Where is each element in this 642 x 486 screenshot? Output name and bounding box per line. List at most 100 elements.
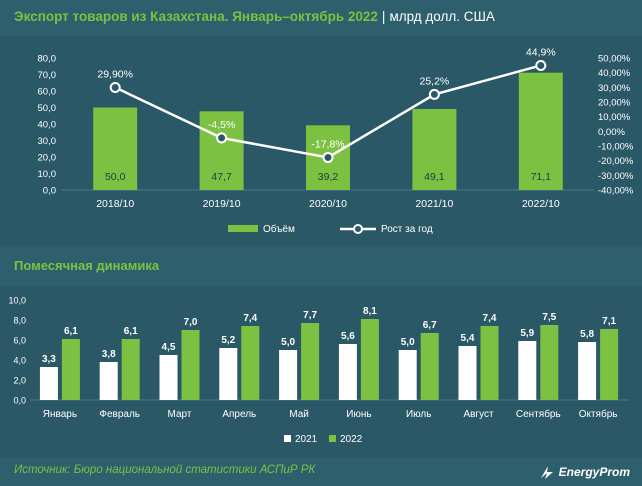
x-tick-label: 2021/10 [415, 198, 453, 210]
y2-tick-label: -20,00% [598, 156, 634, 167]
x-tick-label: Август [463, 409, 494, 420]
y-tick-label: 40,0 [38, 120, 57, 131]
y-tick-label: 2,0 [13, 376, 26, 386]
y2-tick-label: -40,00% [598, 186, 634, 197]
y-tick-label: 50,0 [38, 103, 57, 114]
growth-point [216, 132, 228, 144]
legend-label-2022: 2022 [340, 434, 363, 445]
x-tick-label: Сентябрь [516, 408, 561, 420]
y2-tick-label: 50,00% [598, 54, 631, 65]
data-label-2022: 7,5 [542, 312, 556, 323]
bar-2022 [181, 330, 200, 400]
x-tick-label: Июнь [346, 409, 371, 420]
bar-2021 [39, 367, 58, 400]
growth-point [322, 151, 334, 163]
data-label-2021: 5,0 [281, 337, 295, 348]
legend-swatch-2021 [284, 435, 291, 442]
x-tick-label: Февраль [99, 409, 140, 420]
y-tick-label: 60,0 [38, 87, 57, 98]
y-tick-label: 70,0 [38, 70, 57, 81]
bar-2022 [241, 326, 260, 400]
volume-data-label: 39,2 [318, 171, 339, 183]
data-label-2022: 7,7 [303, 310, 317, 321]
y2-tick-label: 0,00% [598, 127, 625, 138]
volume-bar [412, 108, 457, 190]
annual-chart-panel: 0,0 10,0 20,0 30,0 40,0 50,0 60,0 70,0 80,0 -40,0… [0, 36, 642, 246]
monthly-chart-panel: 0,0 2,0 4,0 6,0 8,0 10,0 3,3 6,1 Январь 3,8 6,1 Фев… [0, 286, 642, 458]
volume-data-label: 47,7 [211, 171, 232, 183]
bar-2021 [219, 348, 238, 400]
y-tick-label: 0,0 [43, 186, 56, 197]
x-tick-label: 2020/10 [309, 198, 347, 210]
legend-swatch-volume [228, 225, 258, 232]
y-tick-label: 0,0 [13, 396, 26, 406]
data-label-2021: 5,4 [461, 333, 475, 344]
volume-data-label: 71,1 [531, 171, 552, 183]
x-tick-label: Март [168, 409, 192, 420]
data-label-2022: 7,4 [483, 313, 497, 324]
y2-tick-label: -10,00% [598, 142, 634, 153]
bar-2021 [518, 341, 537, 400]
bar-2022 [480, 326, 499, 400]
legend-label-volume: Объём [263, 223, 295, 235]
title-separator: | [381, 9, 386, 24]
chart-header: Экспорт товаров из Казахстана. Январь–ок… [14, 9, 634, 29]
bar-2021 [398, 350, 417, 400]
bar-2021 [458, 346, 477, 400]
y2-tick-label: 30,00% [598, 83, 631, 94]
data-label-2021: 3,3 [42, 354, 56, 365]
energyprom-logo-icon [540, 466, 553, 479]
monthly-section-title: Помесячная динамика [14, 258, 160, 273]
growth-data-label: 44,9% [526, 46, 556, 58]
brand-name: EnergyProm [558, 465, 630, 479]
bar-2022 [600, 329, 619, 400]
bar-2022 [301, 323, 320, 400]
volume-data-label: 49,1 [424, 171, 445, 183]
y-tick-label: 10,0 [38, 169, 57, 180]
bar-2021 [338, 344, 357, 400]
growth-data-label: -17,8% [311, 138, 344, 150]
x-tick-label: Апрель [222, 409, 256, 420]
bar-2021 [159, 355, 178, 400]
chart-title: Экспорт товаров из Казахстана. Январь–ок… [14, 9, 378, 24]
y2-tick-label: -30,00% [598, 171, 634, 182]
x-tick-label: 2022/10 [522, 198, 560, 210]
y-tick-label: 10,0 [8, 296, 26, 306]
legend-label-growth: Рост за год [381, 224, 433, 235]
x-tick-label: Январь [43, 409, 77, 420]
bar-2022 [420, 333, 439, 400]
legend-label-2021: 2021 [295, 434, 318, 445]
growth-data-label: 29,90% [97, 68, 133, 80]
data-label-2022: 6,7 [423, 320, 437, 331]
annual-export-chart: 0,0 10,0 20,0 30,0 40,0 50,0 60,0 70,0 80,0 -40,0… [38, 46, 634, 235]
bar-2022 [360, 319, 379, 400]
x-tick-label: 2019/10 [203, 198, 241, 210]
bar-2021 [279, 350, 298, 400]
data-label-2022: 7,0 [184, 317, 198, 328]
x-tick-label: 2018/10 [96, 198, 134, 210]
monthly-export-chart: 0,0 2,0 4,0 6,0 8,0 10,0 3,3 6,1 Январь 3,8 6,1 Фев… [8, 296, 628, 445]
y-tick-label: 20,0 [38, 153, 57, 164]
growth-point [428, 88, 440, 100]
y-tick-label: 30,0 [38, 136, 57, 147]
data-label-2021: 5,6 [341, 331, 355, 342]
data-label-2022: 7,1 [602, 316, 616, 327]
bar-2022 [540, 325, 559, 400]
bar-2022 [121, 339, 140, 400]
growth-point [535, 59, 547, 71]
volume-bar [199, 111, 244, 190]
legend-marker-growth [353, 224, 363, 234]
y-tick-label: 80,0 [38, 54, 57, 65]
x-tick-label: Октябрь [579, 408, 618, 420]
data-label-2022: 6,1 [124, 326, 138, 337]
data-label-2021: 4,5 [162, 342, 176, 353]
data-label-2021: 5,9 [520, 328, 534, 339]
y2-tick-label: 10,00% [598, 112, 631, 123]
x-tick-label: Май [289, 409, 309, 420]
volume-bar [518, 72, 563, 190]
data-label-2022: 7,4 [243, 313, 257, 324]
bar-2022 [61, 339, 80, 400]
volume-bar [93, 107, 138, 190]
growth-point [109, 81, 121, 93]
x-tick-label: Июль [406, 409, 432, 420]
